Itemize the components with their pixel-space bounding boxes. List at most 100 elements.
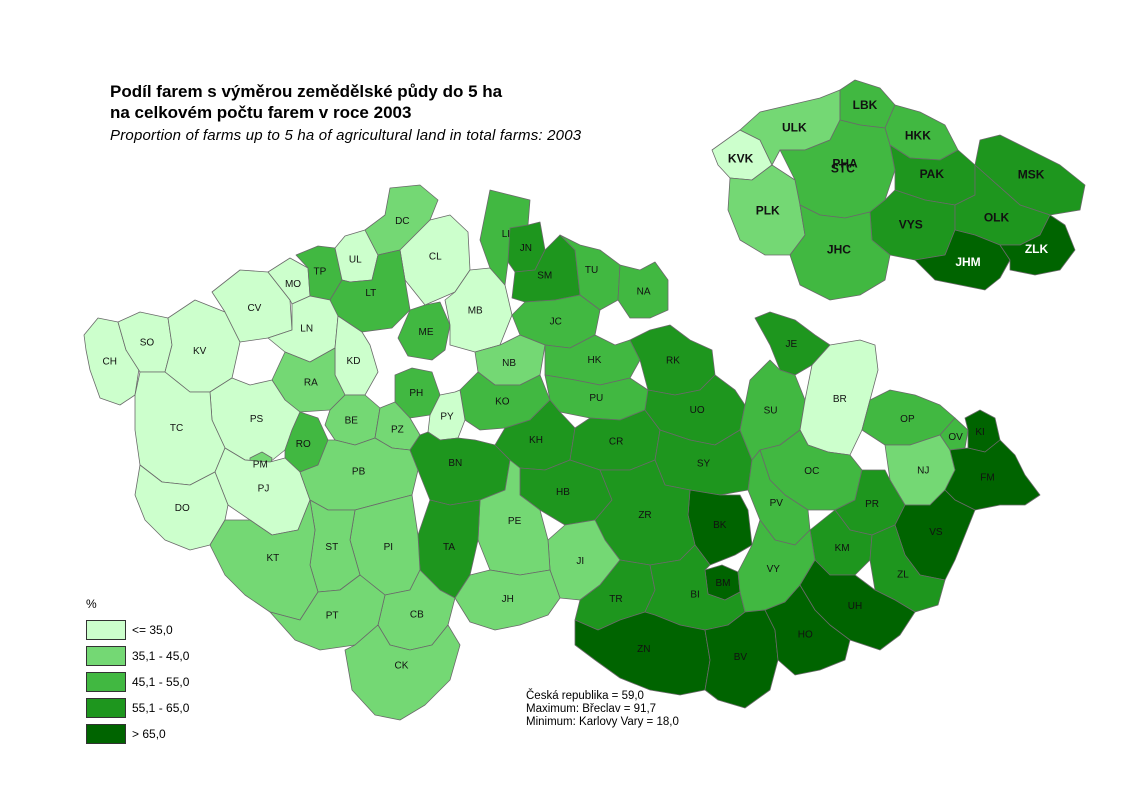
map-subtitle: Proportion of farms up to 5 ha of agricu… — [110, 127, 582, 144]
district-label-TR: TR — [609, 594, 622, 605]
region-label-JHM: JHM — [955, 255, 980, 269]
region-label-HKK: HKK — [905, 128, 931, 142]
legend-label: > 65,0 — [132, 727, 166, 741]
district-label-DO: DO — [175, 503, 190, 514]
district-label-RK: RK — [666, 356, 680, 367]
region-label-PLK: PLK — [756, 203, 780, 217]
district-label-ZL: ZL — [897, 570, 909, 581]
district-label-LT: LT — [365, 288, 376, 299]
district-label-PE: PE — [508, 516, 522, 527]
district-label-BE: BE — [345, 416, 359, 427]
district-label-PV: PV — [770, 498, 784, 509]
region-label-OLK: OLK — [984, 211, 1010, 225]
legend-label: 55,1 - 65,0 — [132, 701, 190, 715]
district-label-KD: KD — [347, 356, 361, 367]
regions-inset-map — [711, 79, 1086, 301]
region-JHC[interactable] — [789, 204, 891, 301]
district-HO[interactable] — [764, 584, 851, 676]
district-label-CK: CK — [395, 661, 409, 672]
map-title-line-1: Podíl farem s výměrou zemědělské půdy do… — [110, 82, 503, 101]
legend-label: <= 35,0 — [132, 623, 173, 637]
district-label-BK: BK — [713, 520, 727, 531]
district-label-CV: CV — [247, 303, 261, 314]
district-label-PZ: PZ — [391, 424, 404, 435]
district-label-NJ: NJ — [917, 465, 929, 476]
district-label-KH: KH — [529, 435, 543, 446]
district-label-KO: KO — [495, 397, 510, 408]
stat-minimum: Minimum: Karlovy Vary = 18,0 — [526, 716, 679, 728]
district-LI[interactable] — [479, 189, 531, 286]
district-KT[interactable] — [209, 499, 319, 621]
legend-label: 35,1 - 45,0 — [132, 649, 190, 663]
district-label-FM: FM — [980, 473, 994, 484]
region-label-ULK: ULK — [782, 120, 807, 134]
district-label-UL: UL — [349, 255, 362, 266]
district-label-JH: JH — [502, 594, 514, 605]
district-PT[interactable] — [269, 574, 386, 651]
stats-block: Česká republika = 59,0 Maximum: Břeclav … — [526, 690, 679, 729]
stat-maximum: Maximum: Břeclav = 91,7 — [526, 703, 657, 715]
legend-item: 35,1 - 45,0 — [86, 643, 189, 669]
district-label-ME: ME — [419, 327, 434, 338]
district-BV[interactable] — [704, 609, 779, 709]
district-label-DC: DC — [395, 216, 409, 227]
district-label-BI: BI — [690, 589, 699, 600]
district-label-PH: PH — [409, 388, 423, 399]
district-label-ZR: ZR — [638, 510, 651, 521]
district-label-BN: BN — [448, 458, 462, 469]
district-label-SM: SM — [537, 271, 552, 282]
district-UH[interactable] — [799, 559, 916, 651]
district-label-HK: HK — [588, 355, 602, 366]
legend: % <= 35,0 35,1 - 45,0 45,1 - 55,0 55,1 -… — [86, 597, 189, 747]
stat-national: Česká republika = 59,0 — [526, 690, 644, 702]
district-label-TA: TA — [443, 542, 455, 553]
legend-item: <= 35,0 — [86, 617, 189, 643]
district-label-HB: HB — [556, 487, 570, 498]
district-label-KI: KI — [975, 427, 984, 438]
district-label-KV: KV — [193, 346, 207, 357]
districts-layer — [83, 184, 1041, 721]
region-label-STC: STC — [831, 161, 855, 175]
district-CK[interactable] — [344, 624, 461, 721]
district-label-JI: JI — [576, 556, 584, 567]
district-label-BV: BV — [734, 652, 748, 663]
district-label-PB: PB — [352, 466, 366, 477]
district-label-LN: LN — [300, 323, 313, 334]
district-label-PM: PM — [253, 459, 268, 470]
district-label-CL: CL — [429, 251, 442, 262]
map-title-line-2: na celkovém počtu farem v roce 2003 — [110, 103, 412, 122]
district-label-PU: PU — [589, 393, 603, 404]
district-label-PT: PT — [326, 610, 339, 621]
district-labels: CH SO KV CV MO UL TC PS PJ DO LN KD CL MB PY BR DC RA BE PZ… — [102, 216, 994, 672]
legend-label: 45,1 - 55,0 — [132, 675, 190, 689]
district-label-UH: UH — [848, 601, 862, 612]
district-label-TU: TU — [585, 265, 598, 276]
district-NA[interactable] — [617, 261, 669, 319]
district-PE[interactable] — [477, 459, 551, 576]
district-label-SO: SO — [140, 338, 155, 349]
legend-swatch — [86, 724, 126, 744]
region-label-JHC: JHC — [827, 243, 851, 257]
district-label-PR: PR — [865, 499, 879, 510]
region-label-LBK: LBK — [853, 98, 878, 112]
district-label-VS: VS — [929, 527, 943, 538]
district-label-KT: KT — [267, 553, 280, 564]
district-ME[interactable] — [397, 301, 451, 361]
region-label-VYS: VYS — [899, 218, 923, 232]
map-title-block: Podíl farem s výměrou zemědělské půdy do… — [110, 81, 581, 144]
district-label-JC: JC — [550, 317, 562, 328]
region-ZLK[interactable] — [999, 214, 1076, 276]
district-label-MO: MO — [285, 279, 301, 290]
legend-item: 55,1 - 65,0 — [86, 695, 189, 721]
district-JH[interactable] — [454, 569, 561, 631]
district-CL[interactable] — [399, 214, 471, 306]
district-label-PJ: PJ — [258, 484, 270, 495]
district-label-SU: SU — [764, 406, 778, 417]
region-label-ZLK: ZLK — [1025, 242, 1049, 256]
district-label-OP: OP — [900, 414, 915, 425]
region-label-PAK: PAK — [920, 167, 945, 181]
district-label-UO: UO — [690, 405, 705, 416]
district-label-JE: JE — [785, 339, 797, 350]
district-label-TC: TC — [170, 423, 183, 434]
